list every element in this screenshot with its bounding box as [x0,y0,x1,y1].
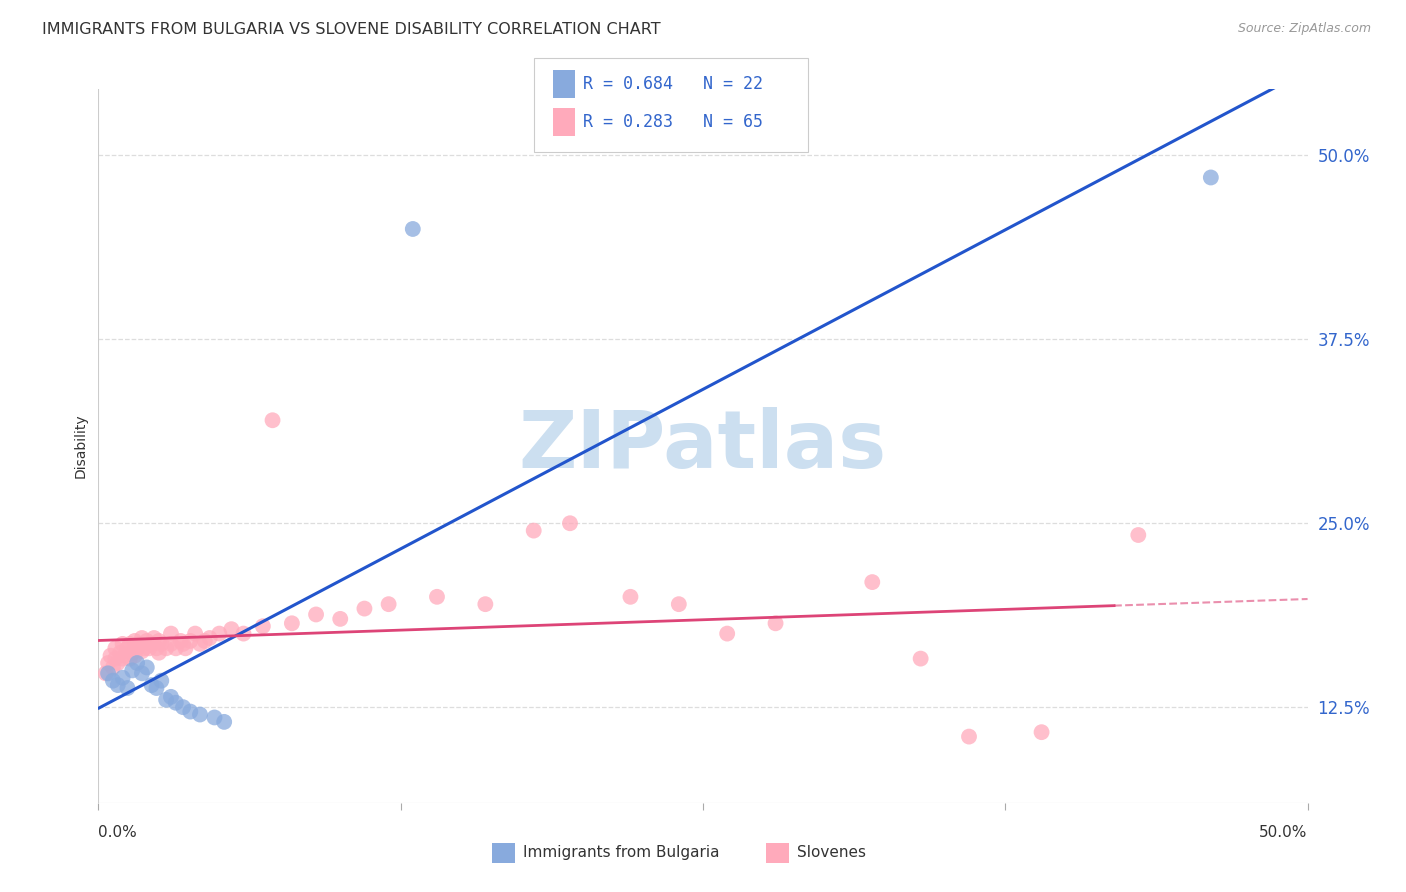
Point [169,634,191,648]
Point [111,637,134,651]
Point [305,607,328,622]
Point [121,646,143,660]
Point [179,634,201,648]
Point [1199,170,1222,185]
Point [194,634,217,648]
Point [150,637,173,651]
Point [118,637,141,651]
Text: 50.0%: 50.0% [1260,825,1308,840]
Point [131,631,153,645]
Point [165,641,187,656]
Point [1128,528,1150,542]
Point [172,700,194,714]
Point [104,641,127,656]
Point [127,656,149,670]
Point [97,656,120,670]
Point [94,666,117,681]
Point [619,590,641,604]
Point [252,619,274,633]
Point [118,651,141,665]
Point [124,634,146,648]
Point [188,637,211,651]
Point [426,590,449,604]
Point [108,646,131,660]
Text: Immigrants from Bulgaria: Immigrants from Bulgaria [523,846,720,860]
Point [957,730,980,744]
Text: IMMIGRANTS FROM BULGARIA VS SLOVENE DISABILITY CORRELATION CHART: IMMIGRANTS FROM BULGARIA VS SLOVENE DISA… [42,22,661,37]
Point [212,714,235,729]
Point [160,637,183,651]
Point [198,631,221,645]
Text: R = 0.684   N = 22: R = 0.684 N = 22 [583,75,763,93]
Point [107,656,129,670]
Point [121,664,143,678]
Point [160,690,183,704]
Point [101,673,124,688]
Point [765,616,787,631]
Point [148,646,170,660]
Text: R = 0.283   N = 65: R = 0.283 N = 65 [583,113,763,131]
Text: Source: ZipAtlas.com: Source: ZipAtlas.com [1237,22,1371,36]
Point [155,641,177,656]
Point [474,597,496,611]
Point [860,575,883,590]
Point [329,612,352,626]
Point [101,660,124,674]
Point [668,597,690,611]
Point [353,601,375,615]
Point [160,626,183,640]
Point [107,678,129,692]
Text: 0.0%: 0.0% [98,825,138,840]
Point [281,616,304,631]
Point [262,413,284,427]
Point [221,622,243,636]
Point [208,626,231,640]
Point [135,660,157,674]
Y-axis label: Disability: Disability [75,414,89,478]
Point [114,648,136,663]
Point [204,710,226,724]
Point [124,648,146,663]
Point [377,597,399,611]
Point [138,641,160,656]
Point [402,222,425,236]
Point [97,666,120,681]
Point [172,637,194,651]
Point [558,516,581,531]
Text: Slovenes: Slovenes [797,846,866,860]
Point [141,678,163,692]
Point [131,666,153,681]
Point [145,641,167,656]
Point [910,651,932,665]
Point [131,644,153,658]
Point [117,681,139,695]
Point [135,634,157,648]
Point [165,696,187,710]
Point [141,637,163,651]
Point [155,693,177,707]
Point [134,641,156,656]
Point [127,641,149,656]
Point [148,634,170,648]
Point [143,631,166,645]
Point [174,641,197,656]
Point [184,626,207,640]
Point [232,626,254,640]
Point [111,671,134,685]
Point [523,524,546,538]
Point [145,681,167,695]
Point [188,707,211,722]
Text: ZIPatlas: ZIPatlas [519,407,887,485]
Point [179,705,201,719]
Point [111,651,134,665]
Point [1031,725,1053,739]
Point [117,641,139,656]
Point [128,637,150,651]
Point [716,626,738,640]
Point [100,648,122,663]
Point [104,651,127,665]
Point [150,673,173,688]
